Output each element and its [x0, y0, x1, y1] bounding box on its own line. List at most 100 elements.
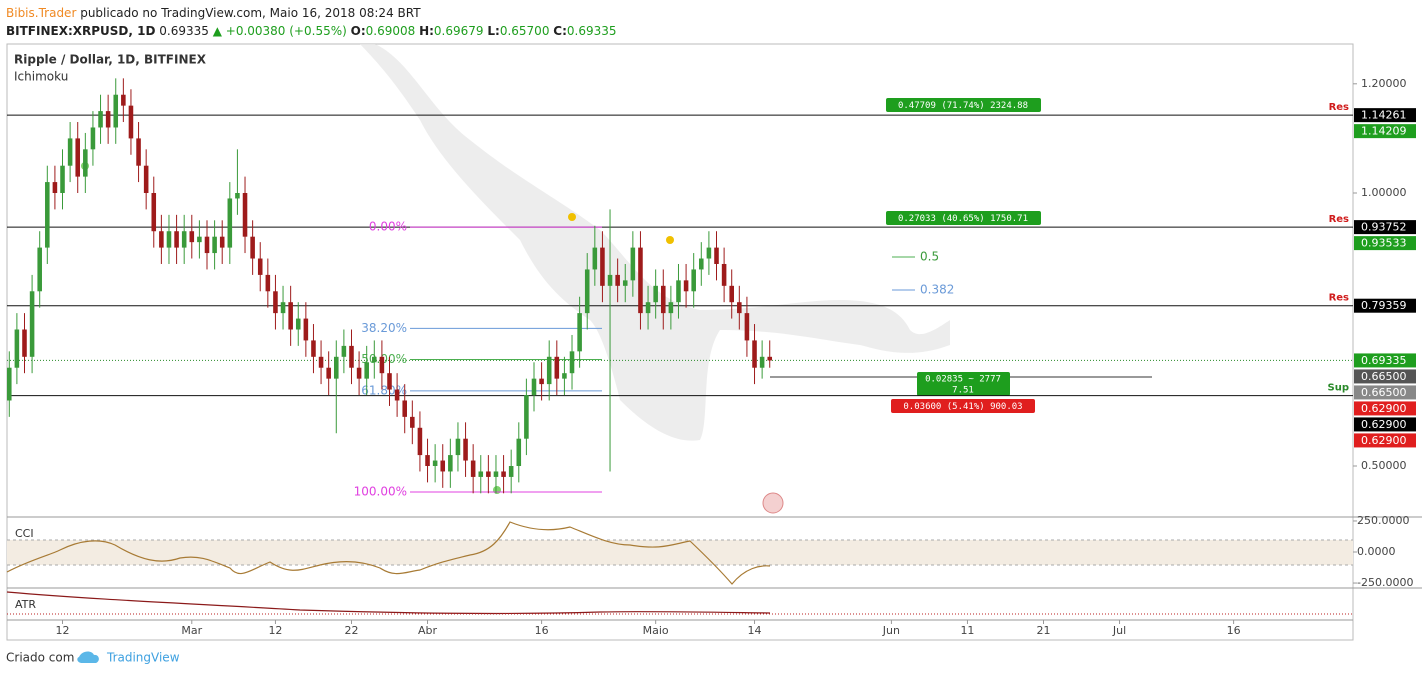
candle-body: [615, 274, 620, 286]
candle-body: [204, 236, 210, 254]
candle-body: [128, 105, 134, 139]
candle-body: [341, 345, 347, 357]
signal-dot: [666, 236, 674, 244]
c-value: 0.69335: [566, 24, 617, 38]
candle-body: [136, 138, 141, 166]
candle-body: [478, 471, 484, 477]
price-tag: [1354, 433, 1416, 448]
y-tick-label: 1.20000: [1361, 77, 1407, 90]
candle-body: [577, 313, 582, 352]
candle-body: [645, 302, 651, 314]
level-label: Res: [1329, 102, 1349, 113]
candle-body: [326, 367, 331, 379]
o-value: 0.69008: [365, 24, 416, 38]
candle-body: [592, 247, 598, 270]
price-tag-label: 0.62900: [1361, 434, 1407, 447]
legend-indicator: Ichimoku: [14, 70, 68, 84]
author[interactable]: Bibis.Trader: [6, 6, 77, 20]
price-tag: [1354, 124, 1416, 139]
candle-body: [600, 247, 605, 286]
candle-body: [569, 351, 575, 374]
price-tag: [1354, 298, 1416, 313]
last: 0.69335: [159, 24, 209, 38]
price-tag: [1354, 401, 1416, 416]
candle-body: [448, 455, 453, 472]
o-label: O:: [350, 24, 366, 38]
l-value: 0.65700: [499, 24, 550, 38]
cci-tick-label: 250.0000: [1357, 514, 1410, 527]
candle-body: [744, 313, 750, 341]
x-tick-label: 12: [56, 624, 70, 637]
annotation-text: 0.27033 (40.65%) 1750.71: [898, 214, 1028, 224]
candle-body: [159, 231, 164, 248]
candle-body: [265, 274, 271, 292]
candle-body: [219, 236, 225, 248]
signal-dot: [493, 486, 501, 494]
x-tick-label: 22: [344, 624, 358, 637]
price-tag-label: 0.62900: [1361, 418, 1407, 431]
candle-body: [691, 269, 696, 292]
candle-body: [364, 362, 369, 379]
x-tick-label: Mar: [181, 624, 202, 637]
candle-body: [273, 291, 278, 314]
candle-body: [737, 302, 742, 314]
footer-brand[interactable]: TradingView: [106, 651, 180, 665]
price-tag-label: 0.79359: [1361, 299, 1407, 312]
candle-body: [660, 285, 666, 314]
candle-body: [531, 378, 537, 396]
candle-body: [767, 356, 773, 361]
candle-body: [729, 285, 734, 303]
candle-body: [295, 318, 301, 330]
candle-body: [759, 356, 765, 368]
candle-body: [75, 138, 81, 177]
x-tick-label: Abr: [418, 624, 438, 637]
candle-body: [235, 193, 240, 199]
candle-body: [546, 356, 552, 385]
x-tick-label: 16: [535, 624, 549, 637]
candle-body: [174, 231, 179, 248]
candle-body: [257, 258, 263, 275]
candle-body: [638, 247, 643, 314]
price-tag-label: 1.14209: [1361, 125, 1407, 138]
price-tag: [1354, 236, 1416, 251]
candle-body: [607, 274, 613, 286]
price-tag-label: 0.66500: [1361, 370, 1407, 383]
candle-body: [668, 302, 674, 314]
candle-body: [493, 471, 499, 477]
candle-body: [250, 236, 255, 259]
ohlc: O:0.69008 H:0.69679 L:0.65700 C:0.69335: [351, 24, 617, 38]
cci-tick-label: 0.0000: [1357, 545, 1396, 558]
candle-body: [151, 193, 157, 232]
y-tick-label: 0.50000: [1361, 459, 1407, 472]
candle-body: [356, 367, 362, 379]
fib-label: 100.00%: [354, 484, 407, 498]
x-tick-label: Jul: [1112, 624, 1126, 637]
candle-body: [333, 356, 339, 379]
candle-body: [83, 149, 88, 177]
candle-body: [387, 373, 392, 390]
candle-body: [425, 455, 430, 467]
candle-body: [280, 302, 286, 314]
candle-body: [372, 356, 377, 363]
x-tick-label: 21: [1036, 624, 1050, 637]
candle-body: [166, 231, 172, 248]
candle-body: [630, 247, 636, 281]
candle-body: [181, 231, 187, 248]
change: ▲ +0.00380 (+0.55%): [212, 24, 347, 38]
event-icon[interactable]: [762, 492, 784, 514]
candle-body: [7, 367, 12, 401]
l-label: L:: [487, 24, 500, 38]
x-tick-label: 11: [960, 624, 974, 637]
candle-body: [143, 165, 149, 194]
h-label: H:: [419, 24, 434, 38]
price-tag: [1354, 369, 1416, 384]
cci-line: [6, 521, 771, 585]
candle-body: [455, 438, 461, 456]
candle-body: [90, 127, 96, 150]
x-tick-label: 16: [1227, 624, 1241, 637]
level-label: Res: [1329, 214, 1349, 225]
y-tick-label: 1.00000: [1361, 186, 1407, 199]
candle-body: [440, 460, 446, 472]
